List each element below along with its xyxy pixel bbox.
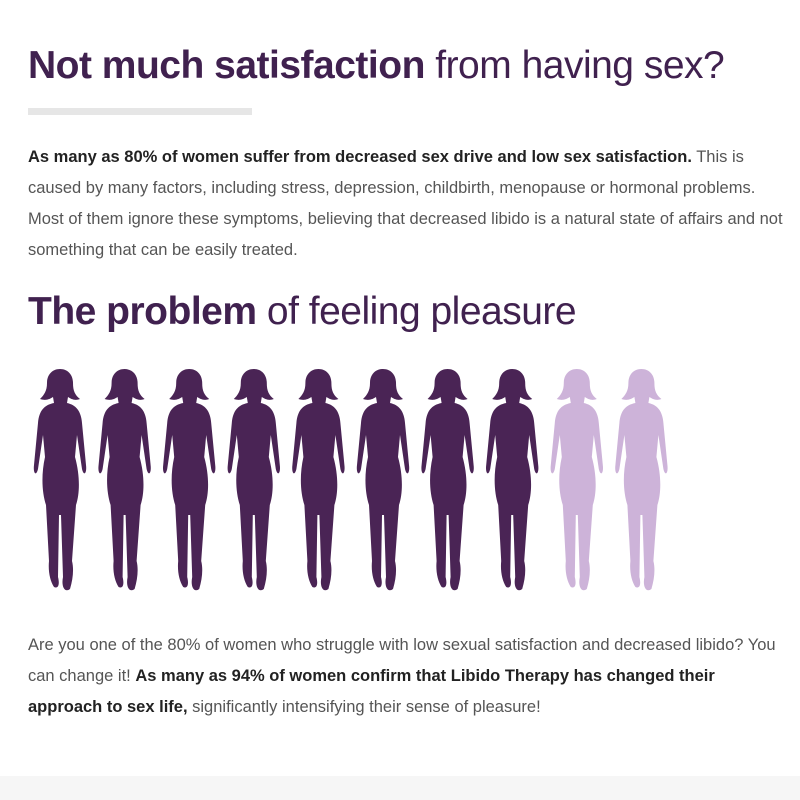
paragraph-bold: As many as 94% of women confirm that Lib… xyxy=(28,667,715,716)
paragraph: As many as 80% of women suffer from decr… xyxy=(28,142,783,266)
woman-silhouette xyxy=(33,369,87,591)
woman-silhouette xyxy=(550,369,603,591)
woman-silhouette xyxy=(615,369,668,591)
paragraph-bold: As many as 80% of women suffer from decr… xyxy=(28,148,692,166)
paragraph: Are you one of the 80% of women who stru… xyxy=(28,630,783,723)
woman-silhouette xyxy=(356,369,410,591)
paragraph-text: significantly intensifying their sense o… xyxy=(192,698,541,716)
woman-silhouette xyxy=(421,369,474,591)
underline xyxy=(28,108,252,115)
woman-silhouette xyxy=(163,369,216,591)
paragraph-text: Are you one of the 80% of women who stru… xyxy=(28,636,776,685)
footer-band xyxy=(0,776,800,800)
woman-silhouette xyxy=(486,369,539,591)
heading-bold: Not much satisfaction xyxy=(28,44,425,87)
paragraph-text: This is caused by many factors, includin… xyxy=(28,148,783,259)
woman-silhouette xyxy=(98,369,151,591)
heading: Not much satisfaction from having sex? xyxy=(28,44,725,88)
heading-bold: The problem xyxy=(28,290,257,333)
heading-light: of feeling pleasure xyxy=(266,290,577,333)
woman-silhouette xyxy=(292,369,345,591)
heading: The problem of feeling pleasure xyxy=(28,290,577,334)
woman-silhouette xyxy=(227,369,280,591)
pictograph xyxy=(33,369,668,591)
heading-light: from having sex? xyxy=(435,44,725,87)
